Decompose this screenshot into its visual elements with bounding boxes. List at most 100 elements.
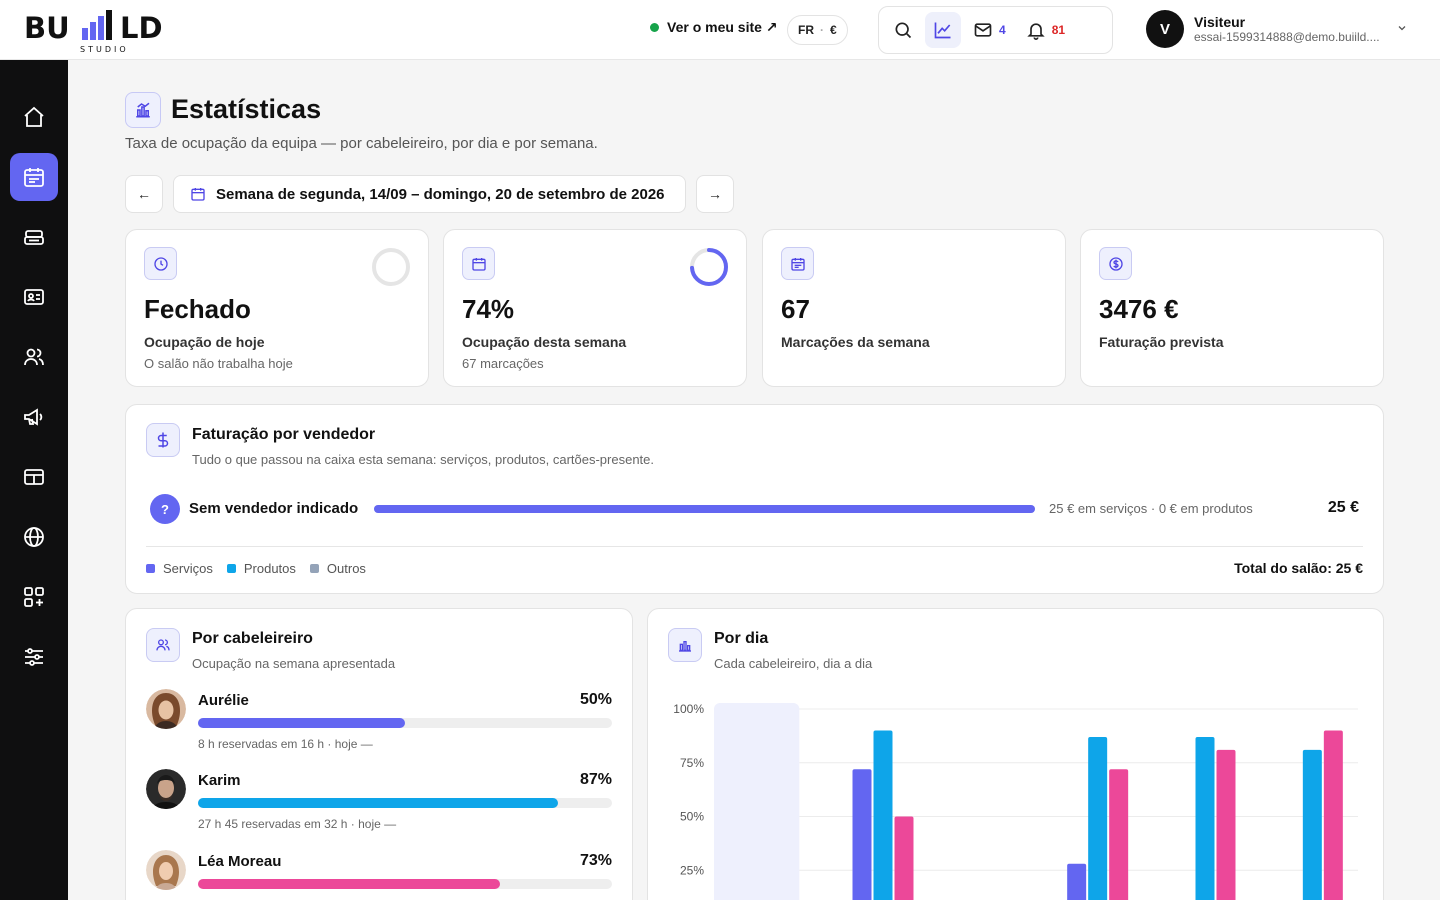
sidebar-item-calendar[interactable] xyxy=(10,153,58,201)
chart-today-highlight xyxy=(714,703,800,900)
logo[interactable]: BU LD STUDIO xyxy=(24,8,184,54)
build-studio-logo: BU LD STUDIO xyxy=(24,10,163,54)
sidebar-item-register[interactable] xyxy=(10,213,58,261)
chart-bar xyxy=(1216,749,1236,900)
stylist-name: Aurélie xyxy=(198,692,249,709)
notifications-button[interactable]: 81 xyxy=(1018,12,1073,48)
svg-text:BU: BU xyxy=(24,11,70,45)
seller-revenue-amount: 25 € xyxy=(1327,499,1359,516)
sidebar-item-payments[interactable] xyxy=(10,453,58,501)
chart-bar xyxy=(1067,863,1087,900)
stylist-percent: 50% xyxy=(579,691,612,708)
language-code: FR xyxy=(798,23,814,37)
messages-button[interactable]: 4 xyxy=(965,12,1014,48)
stats-page-icon xyxy=(125,92,161,128)
sidebar-item-website[interactable] xyxy=(10,513,58,561)
view-site-link[interactable]: Ver o meu site ↗ xyxy=(650,19,778,36)
register-icon xyxy=(24,230,44,245)
stylist-occupancy-bar xyxy=(198,879,612,889)
stats-button[interactable] xyxy=(925,12,961,48)
home-icon xyxy=(24,106,44,127)
stylist-row[interactable]: Karim 87% 27 h 45 reservadas em 32 h · h… xyxy=(146,769,612,839)
chevron-down-icon xyxy=(1398,26,1406,31)
card-title: Faturação por vendedor xyxy=(192,426,376,443)
stat-value: Fechado xyxy=(144,294,251,324)
seller-name: Sem vendedor indicado xyxy=(189,500,359,517)
user-menu[interactable]: V Visiteur essai-1599314888@demo.buiild.… xyxy=(1146,10,1406,48)
sidebar-item-marketing[interactable] xyxy=(10,393,58,441)
search-button[interactable] xyxy=(885,12,921,48)
chart-tick-label: 75% xyxy=(680,756,704,770)
stat-sub: O salão não trabalha hoje xyxy=(144,356,293,371)
legend-item-products: Produtos xyxy=(226,561,296,576)
users-icon xyxy=(146,628,180,662)
online-status-dot xyxy=(650,23,659,32)
user-info: Visiteur essai-1599314888@demo.buiild...… xyxy=(1194,14,1380,44)
top-bar: BU LD STUDIO Ver o meu site ↗ FR · € 4 xyxy=(0,0,1440,60)
clock-icon xyxy=(144,247,177,280)
stylist-occupancy-bar xyxy=(198,798,612,808)
separator-dot: · xyxy=(820,23,824,37)
stat-value: 3476 € xyxy=(1099,294,1179,324)
stat-label: Marcações da semana xyxy=(781,334,930,350)
sidebar-item-settings[interactable] xyxy=(10,633,58,681)
bar-chart-icon xyxy=(136,102,150,118)
stat-label: Ocupação desta semana xyxy=(462,334,627,350)
revenue-by-seller-card: Faturação por vendedor Tudo o que passou… xyxy=(125,404,1384,594)
chart-bar xyxy=(873,730,893,900)
bar-chart-icon xyxy=(668,628,702,662)
legend-label: Outros xyxy=(326,561,366,576)
language-currency-selector[interactable]: FR · € xyxy=(787,15,848,45)
stylist-occupancy-bar xyxy=(198,718,612,728)
stat-value: 74% xyxy=(462,294,515,324)
stat-card-forecast-revenue: 3476 € Faturação prevista xyxy=(1080,229,1384,387)
stylist-row[interactable]: Léa Moreau 73% xyxy=(146,850,612,900)
by-day-chart: 100% 75% 50% 25% xyxy=(673,702,1358,900)
sidebar-item-team[interactable] xyxy=(10,333,58,381)
mail-count: 4 xyxy=(999,23,1006,37)
chart-bar xyxy=(1088,736,1108,900)
by-day-card: Por dia Cada cabeleireiro, dia a dia 100… xyxy=(647,608,1384,900)
search-icon xyxy=(895,22,912,39)
card-subtitle: Cada cabeleireiro, dia a dia xyxy=(714,656,873,671)
calendar-icon xyxy=(462,247,495,280)
sidebar-item-home[interactable] xyxy=(10,93,58,141)
bell-icon xyxy=(1027,23,1045,40)
legend-label: Serviços xyxy=(163,561,213,576)
calendar-icon xyxy=(191,188,205,201)
stylist-detail: 27 h 45 reservadas em 32 h · hoje — xyxy=(198,817,397,831)
page-title: Estatísticas xyxy=(171,94,322,124)
unknown-seller-badge: ? xyxy=(150,494,180,524)
card-title: Por cabeleireiro xyxy=(192,630,313,647)
stylist-row[interactable]: Aurélie 50% 8 h reservadas em 16 h · hoj… xyxy=(146,689,612,759)
sidebar xyxy=(0,60,68,900)
avatar xyxy=(146,769,186,809)
stat-card-today-occupancy: Fechado Ocupação de hoje O salão não tra… xyxy=(125,229,429,387)
card-icon xyxy=(24,469,44,485)
stylist-name: Léa Moreau xyxy=(198,853,282,870)
salon-total: Total do salão: 25 € xyxy=(1234,560,1363,576)
next-week-button[interactable]: → xyxy=(696,175,734,213)
sidebar-item-apps[interactable] xyxy=(10,573,58,621)
stylist-occupancy-fill xyxy=(198,879,501,889)
stat-value: 67 xyxy=(781,294,810,324)
week-selector[interactable]: Semana de segunda, 14/09 – domingo, 20 d… xyxy=(173,175,686,213)
mail-icon xyxy=(974,23,992,37)
globe-icon xyxy=(24,527,44,547)
seller-revenue-bar-fill xyxy=(374,505,1035,513)
revenue-legend: Serviços Produtos Outros xyxy=(146,561,366,576)
user-email: essai-1599314888@demo.buiild.... xyxy=(1194,30,1380,44)
card-subtitle: Tudo o que passou na caixa esta semana: … xyxy=(192,452,655,467)
apps-icon xyxy=(24,587,44,607)
legend-item-services: Serviços xyxy=(146,561,213,576)
chart-tick-label: 100% xyxy=(673,702,704,716)
chart-tick-label: 50% xyxy=(680,810,704,824)
card-subtitle: Ocupação na semana apresentada xyxy=(192,656,396,671)
occupancy-ring xyxy=(690,248,728,286)
chart-bar xyxy=(894,816,914,900)
stat-sub: 67 marcações xyxy=(462,356,544,371)
sidebar-item-clients[interactable] xyxy=(10,273,58,321)
by-stylist-card: Por cabeleireiro Ocupação na semana apre… xyxy=(125,608,633,900)
previous-week-button[interactable]: ← xyxy=(125,175,163,213)
coin-icon xyxy=(1099,247,1132,280)
